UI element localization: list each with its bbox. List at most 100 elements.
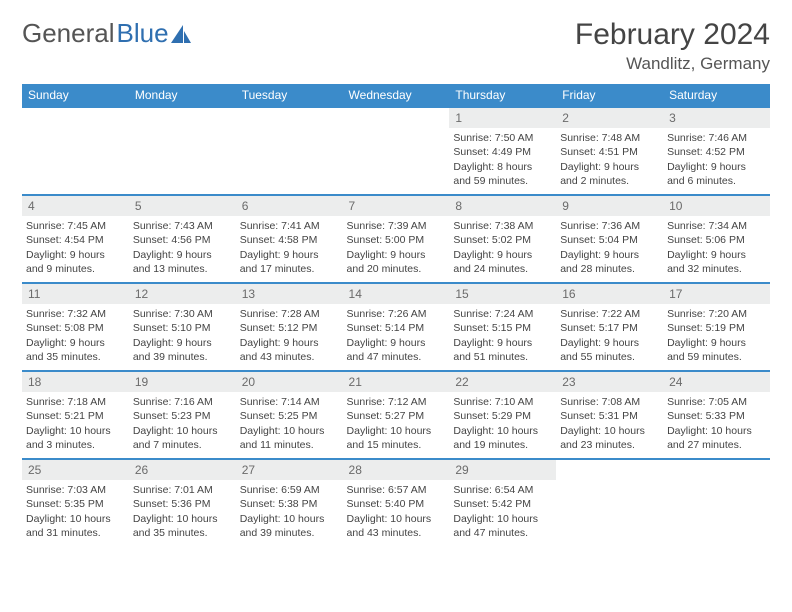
calendar-day: 18Sunrise: 7:18 AMSunset: 5:21 PMDayligh… bbox=[22, 371, 129, 459]
day-header: Wednesday bbox=[343, 84, 450, 107]
logo-text-1: General bbox=[22, 18, 115, 49]
calendar-week: 1Sunrise: 7:50 AMSunset: 4:49 PMDaylight… bbox=[22, 107, 770, 195]
calendar-day: 26 Sunrise: 7:01 AMSunset: 5:36 PMDayligh… bbox=[129, 459, 236, 547]
day-number: 23 bbox=[556, 372, 663, 392]
day-number: 10 bbox=[663, 196, 770, 216]
day-number: 4 bbox=[22, 196, 129, 216]
day-number: 20 bbox=[236, 372, 343, 392]
day-number: 19 bbox=[129, 372, 236, 392]
day-number: 9 bbox=[556, 196, 663, 216]
day-details: Sunrise: 7:43 AMSunset: 4:56 PMDaylight:… bbox=[129, 219, 236, 276]
day-number: 11 bbox=[22, 284, 129, 304]
day-number: 28 bbox=[343, 460, 450, 480]
day-details: Sunrise: 7:46 AMSunset: 4:52 PMDaylight:… bbox=[663, 131, 770, 188]
calendar-week: 11 Sunrise: 7:32 AMSunset: 5:08 PMDayligh… bbox=[22, 283, 770, 371]
day-details: Sunrise: 6:54 AMSunset: 5:42 PMDaylight:… bbox=[449, 483, 556, 540]
calendar-day: 11 Sunrise: 7:32 AMSunset: 5:08 PMDayligh… bbox=[22, 283, 129, 371]
day-details: Sunrise: 7:10 AMSunset: 5:29 PMDaylight:… bbox=[449, 395, 556, 452]
calendar-day-empty bbox=[129, 107, 236, 195]
location: Wandlitz, Germany bbox=[575, 54, 770, 74]
day-details: Sunrise: 7:26 AMSunset: 5:14 PMDaylight:… bbox=[343, 307, 450, 364]
calendar-day-empty bbox=[236, 107, 343, 195]
logo: GeneralBlue bbox=[22, 18, 191, 49]
day-details: Sunrise: 7:16 AMSunset: 5:23 PMDaylight:… bbox=[129, 395, 236, 452]
day-details: Sunrise: 7:22 AMSunset: 5:17 PMDaylight:… bbox=[556, 307, 663, 364]
day-details: Sunrise: 6:59 AMSunset: 5:38 PMDaylight:… bbox=[236, 483, 343, 540]
day-details: Sunrise: 7:01 AMSunset: 5:36 PMDaylight:… bbox=[129, 483, 236, 540]
day-header: Friday bbox=[556, 84, 663, 107]
day-details: Sunrise: 7:41 AMSunset: 4:58 PMDaylight:… bbox=[236, 219, 343, 276]
day-details: Sunrise: 7:39 AMSunset: 5:00 PMDaylight:… bbox=[343, 219, 450, 276]
day-details: Sunrise: 7:14 AMSunset: 5:25 PMDaylight:… bbox=[236, 395, 343, 452]
day-number: 13 bbox=[236, 284, 343, 304]
day-details: Sunrise: 7:12 AMSunset: 5:27 PMDaylight:… bbox=[343, 395, 450, 452]
day-details: Sunrise: 7:30 AMSunset: 5:10 PMDaylight:… bbox=[129, 307, 236, 364]
day-number: 2 bbox=[556, 108, 663, 128]
day-details: Sunrise: 7:32 AMSunset: 5:08 PMDaylight:… bbox=[22, 307, 129, 364]
calendar-week: 18Sunrise: 7:18 AMSunset: 5:21 PMDayligh… bbox=[22, 371, 770, 459]
day-number: 29 bbox=[449, 460, 556, 480]
calendar-day: 2 Sunrise: 7:48 AMSunset: 4:51 PMDaylight… bbox=[556, 107, 663, 195]
day-details: Sunrise: 7:08 AMSunset: 5:31 PMDaylight:… bbox=[556, 395, 663, 452]
day-number: 6 bbox=[236, 196, 343, 216]
day-details: Sunrise: 7:03 AMSunset: 5:35 PMDaylight:… bbox=[22, 483, 129, 540]
calendar-week: 25 Sunrise: 7:03 AMSunset: 5:35 PMDayligh… bbox=[22, 459, 770, 547]
day-header: Tuesday bbox=[236, 84, 343, 107]
calendar-day-empty bbox=[663, 459, 770, 547]
day-number: 18 bbox=[22, 372, 129, 392]
day-number: 21 bbox=[343, 372, 450, 392]
day-number: 14 bbox=[343, 284, 450, 304]
day-details: Sunrise: 7:50 AMSunset: 4:49 PMDaylight:… bbox=[449, 131, 556, 188]
calendar-day: 13Sunrise: 7:28 AMSunset: 5:12 PMDayligh… bbox=[236, 283, 343, 371]
day-header: Monday bbox=[129, 84, 236, 107]
calendar: SundayMondayTuesdayWednesdayThursdayFrid… bbox=[22, 84, 770, 547]
day-details: Sunrise: 7:36 AMSunset: 5:04 PMDaylight:… bbox=[556, 219, 663, 276]
calendar-day: 23 Sunrise: 7:08 AMSunset: 5:31 PMDayligh… bbox=[556, 371, 663, 459]
calendar-day: 27Sunrise: 6:59 AMSunset: 5:38 PMDayligh… bbox=[236, 459, 343, 547]
calendar-day: 20 Sunrise: 7:14 AMSunset: 5:25 PMDayligh… bbox=[236, 371, 343, 459]
calendar-day: 3Sunrise: 7:46 AMSunset: 4:52 PMDaylight… bbox=[663, 107, 770, 195]
day-number: 26 bbox=[129, 460, 236, 480]
calendar-day: 1Sunrise: 7:50 AMSunset: 4:49 PMDaylight… bbox=[449, 107, 556, 195]
day-details: Sunrise: 7:38 AMSunset: 5:02 PMDaylight:… bbox=[449, 219, 556, 276]
calendar-week: 4 Sunrise: 7:45 AMSunset: 4:54 PMDaylight… bbox=[22, 195, 770, 283]
calendar-day: 8Sunrise: 7:38 AMSunset: 5:02 PMDaylight… bbox=[449, 195, 556, 283]
calendar-day: 25 Sunrise: 7:03 AMSunset: 5:35 PMDayligh… bbox=[22, 459, 129, 547]
calendar-day: 7 Sunrise: 7:39 AMSunset: 5:00 PMDaylight… bbox=[343, 195, 450, 283]
day-header: Thursday bbox=[449, 84, 556, 107]
month-title: February 2024 bbox=[575, 18, 770, 52]
calendar-day: 16 Sunrise: 7:22 AMSunset: 5:17 PMDayligh… bbox=[556, 283, 663, 371]
calendar-day: 22 Sunrise: 7:10 AMSunset: 5:29 PMDayligh… bbox=[449, 371, 556, 459]
calendar-day: 4 Sunrise: 7:45 AMSunset: 4:54 PMDaylight… bbox=[22, 195, 129, 283]
day-number: 22 bbox=[449, 372, 556, 392]
calendar-day-empty bbox=[22, 107, 129, 195]
logo-sail-icon bbox=[171, 25, 191, 43]
day-header-row: SundayMondayTuesdayWednesdayThursdayFrid… bbox=[22, 84, 770, 107]
calendar-day-empty bbox=[343, 107, 450, 195]
day-number: 17 bbox=[663, 284, 770, 304]
calendar-day: 17 Sunrise: 7:20 AMSunset: 5:19 PMDayligh… bbox=[663, 283, 770, 371]
day-details: Sunrise: 7:34 AMSunset: 5:06 PMDaylight:… bbox=[663, 219, 770, 276]
day-number: 5 bbox=[129, 196, 236, 216]
calendar-body: 1Sunrise: 7:50 AMSunset: 4:49 PMDaylight… bbox=[22, 107, 770, 547]
calendar-day: 29 Sunrise: 6:54 AMSunset: 5:42 PMDayligh… bbox=[449, 459, 556, 547]
day-number: 15 bbox=[449, 284, 556, 304]
day-details: Sunrise: 7:45 AMSunset: 4:54 PMDaylight:… bbox=[22, 219, 129, 276]
header: GeneralBlue February 2024 Wandlitz, Germ… bbox=[22, 18, 770, 74]
calendar-day: 21 Sunrise: 7:12 AMSunset: 5:27 PMDayligh… bbox=[343, 371, 450, 459]
day-number: 25 bbox=[22, 460, 129, 480]
calendar-day: 6 Sunrise: 7:41 AMSunset: 4:58 PMDaylight… bbox=[236, 195, 343, 283]
calendar-day: 12Sunrise: 7:30 AMSunset: 5:10 PMDayligh… bbox=[129, 283, 236, 371]
calendar-day: 19 Sunrise: 7:16 AMSunset: 5:23 PMDayligh… bbox=[129, 371, 236, 459]
title-block: February 2024 Wandlitz, Germany bbox=[575, 18, 770, 74]
day-details: Sunrise: 6:57 AMSunset: 5:40 PMDaylight:… bbox=[343, 483, 450, 540]
calendar-day: 5 Sunrise: 7:43 AMSunset: 4:56 PMDaylight… bbox=[129, 195, 236, 283]
day-number: 24 bbox=[663, 372, 770, 392]
day-details: Sunrise: 7:20 AMSunset: 5:19 PMDaylight:… bbox=[663, 307, 770, 364]
logo-text-2: Blue bbox=[117, 18, 169, 49]
day-details: Sunrise: 7:48 AMSunset: 4:51 PMDaylight:… bbox=[556, 131, 663, 188]
calendar-day: 14 Sunrise: 7:26 AMSunset: 5:14 PMDayligh… bbox=[343, 283, 450, 371]
day-number: 7 bbox=[343, 196, 450, 216]
day-number: 16 bbox=[556, 284, 663, 304]
calendar-day: 10 Sunrise: 7:34 AMSunset: 5:06 PMDayligh… bbox=[663, 195, 770, 283]
